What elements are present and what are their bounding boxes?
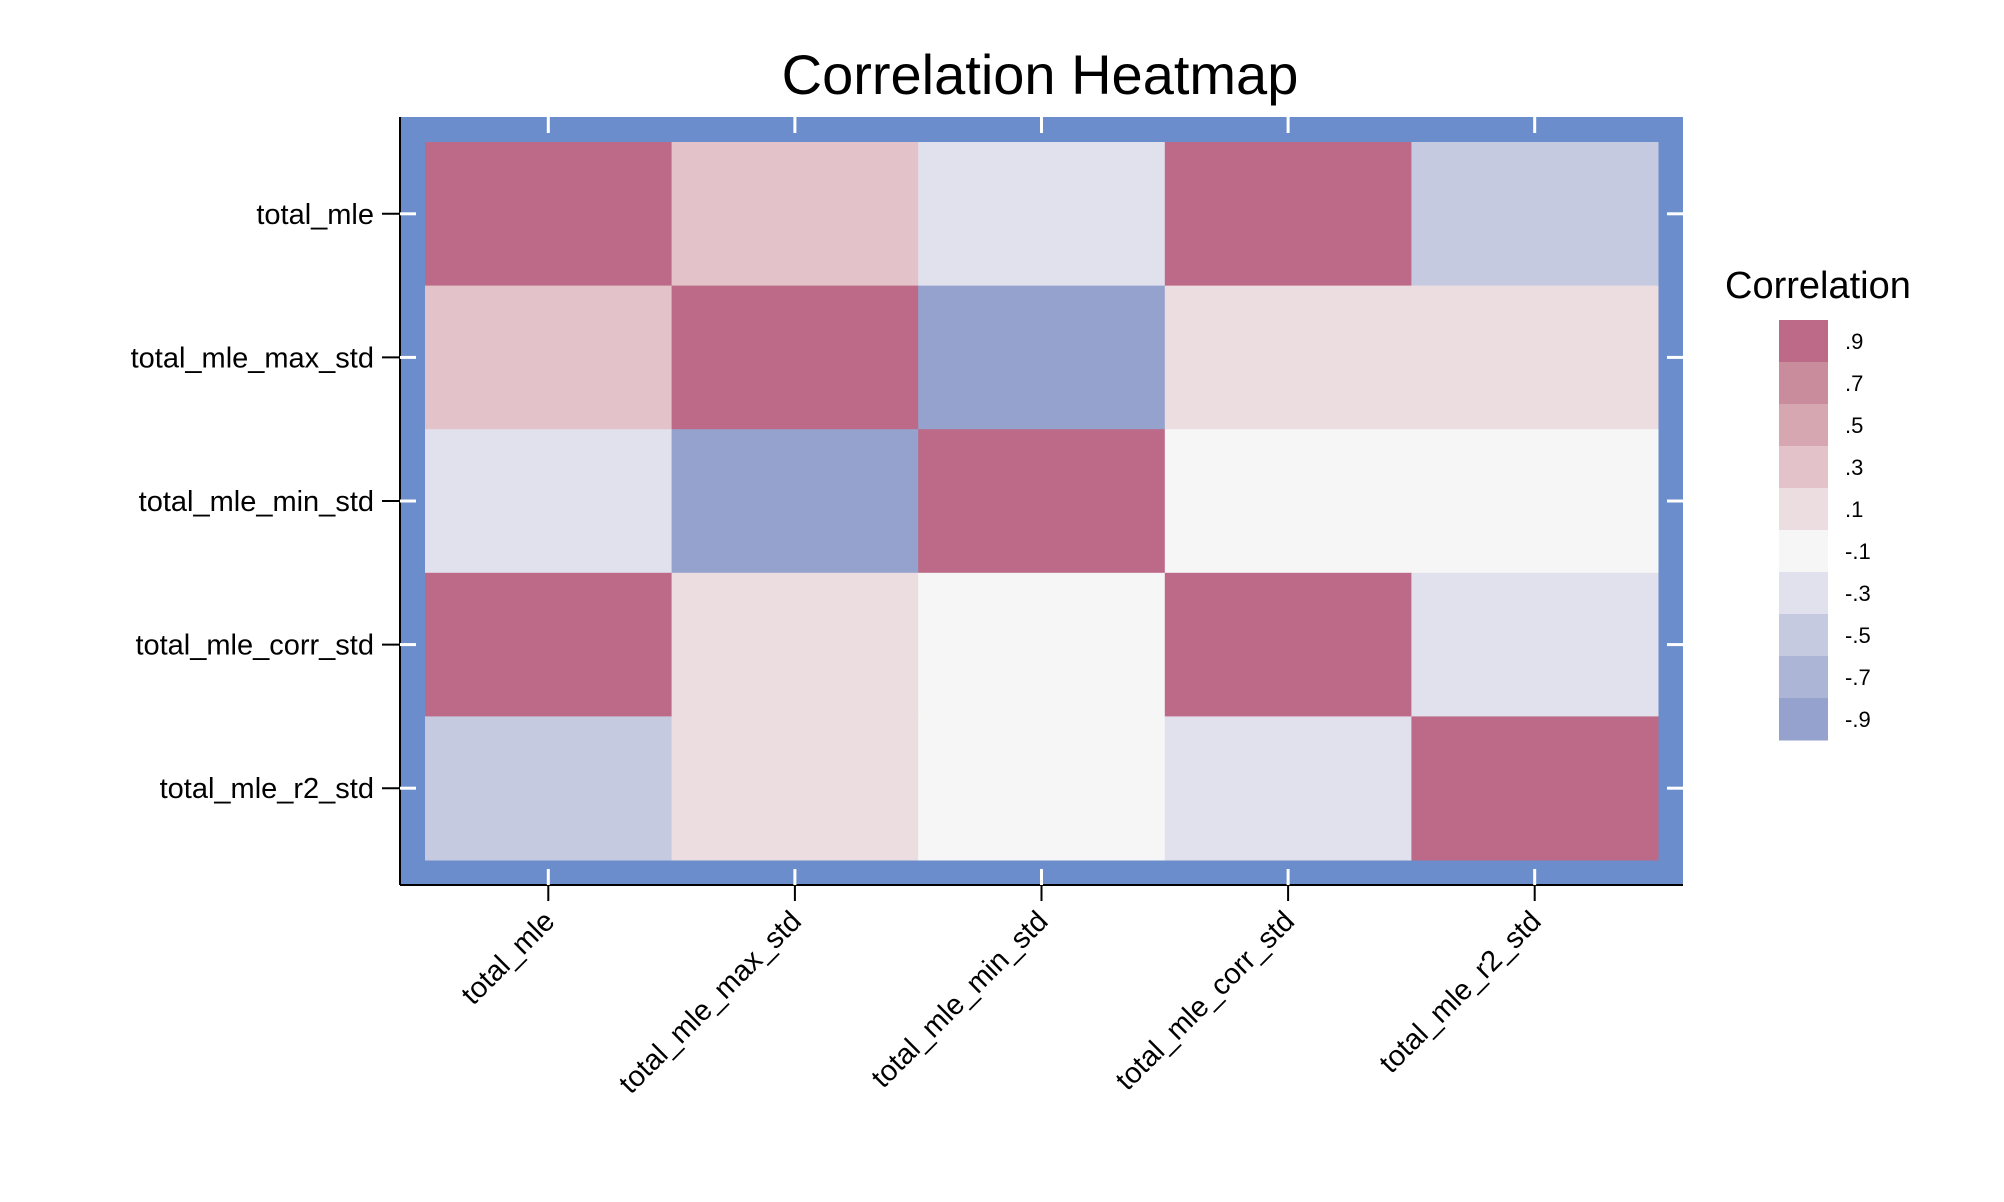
y-tick-label: total_mle_min_std	[139, 486, 374, 518]
legend-label: .1	[1845, 497, 1863, 522]
legend-key	[1779, 404, 1828, 447]
legend-label: .7	[1845, 371, 1863, 396]
x-tick-label: total_mle	[455, 905, 561, 1011]
heatmap-cell	[671, 572, 919, 717]
legend-label: -.3	[1845, 581, 1871, 606]
heatmap-cell	[1164, 142, 1412, 287]
legend-key	[1779, 320, 1828, 363]
legend-label: .5	[1845, 413, 1863, 438]
heatmap-cell	[1411, 285, 1659, 430]
x-tick-label: total_mle_r2_std	[1373, 905, 1547, 1079]
heatmap-cell	[671, 285, 919, 430]
heatmap-cell	[425, 716, 673, 861]
legend-label: -.1	[1845, 539, 1871, 564]
heatmap-cell	[425, 142, 673, 287]
plot-area: total_mle total_mle_max_std total_mle_min_…	[131, 117, 1683, 1100]
heatmap-cell	[425, 285, 673, 430]
chart-title: Correlation Heatmap	[782, 43, 1299, 106]
legend-label: -.5	[1845, 623, 1871, 648]
heatmap-cell	[1164, 572, 1412, 717]
heatmap-cell	[671, 142, 919, 287]
x-tick-label: total_mle_max_std	[613, 905, 808, 1100]
legend-label: -.7	[1845, 665, 1871, 690]
x-tick-label: total_mle_min_std	[865, 905, 1054, 1094]
legend-key	[1779, 362, 1828, 405]
legend-label: -.9	[1845, 707, 1871, 732]
legend-key	[1779, 446, 1828, 489]
heatmap-cell	[1411, 716, 1659, 861]
x-tick-label: total_mle_corr_std	[1110, 905, 1301, 1096]
heatmap-cell	[918, 429, 1166, 574]
heatmap-cell	[1164, 716, 1412, 861]
heatmap-cell	[918, 716, 1166, 861]
legend-key	[1779, 656, 1828, 699]
y-tick-label: total_mle_max_std	[131, 342, 374, 374]
legend-label: .9	[1845, 329, 1863, 354]
heatmap-cell	[918, 285, 1166, 430]
legend-key	[1779, 572, 1828, 615]
legend-key	[1779, 614, 1828, 657]
y-tick-label: total_mle	[256, 199, 374, 231]
heatmap-cell	[425, 572, 673, 717]
legend-label: .3	[1845, 455, 1863, 480]
y-tick-label: total_mle_corr_std	[135, 630, 374, 662]
y-tick-label: total_mle_r2_std	[160, 773, 374, 805]
legend: Correlation .9 .7 .5 .3 .1 -.1 -.3 -.5 -.7 -.9	[1725, 265, 1911, 741]
heatmap-cell	[671, 716, 919, 861]
legend-key	[1779, 530, 1828, 573]
heatmap-cell	[1164, 285, 1412, 430]
legend-key	[1779, 698, 1828, 741]
heatmap-cell	[1411, 572, 1659, 717]
heatmap-cell	[1411, 142, 1659, 287]
legend-key	[1779, 488, 1828, 531]
heatmap-cell	[918, 142, 1166, 287]
heatmap-cell	[1411, 429, 1659, 574]
legend-title: Correlation	[1725, 265, 1911, 307]
heatmap-cell	[671, 429, 919, 574]
heatmap-cell	[1164, 429, 1412, 574]
heatmap-cell	[918, 572, 1166, 717]
heatmap-cell	[425, 429, 673, 574]
